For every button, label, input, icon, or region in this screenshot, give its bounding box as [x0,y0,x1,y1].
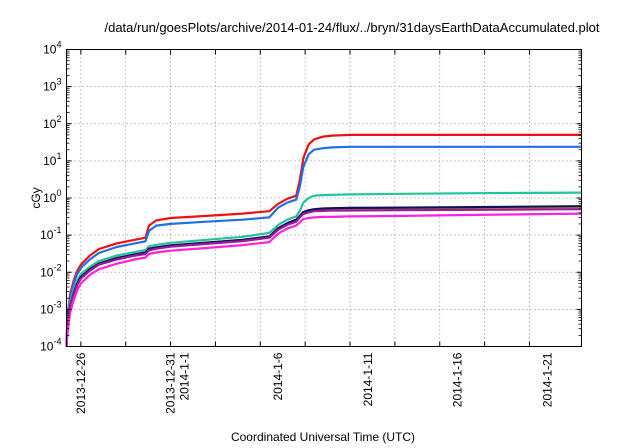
x-tick-label: 2014-1-6 [271,352,285,400]
y-tick-label: 100 [43,188,61,205]
y-tick-label: 10-2 [40,262,61,279]
x-tick-label: 2014-1-11 [361,352,375,406]
x-axis-label: Coordinated Universal Time (UTC) [231,430,415,444]
y-tick-label: 103 [43,77,61,94]
y-tick-label: 10-1 [40,225,61,242]
series-line-purple [65,208,582,347]
series-line-blue [65,145,582,347]
y-axis: 10-4 10-3 10-2 10-1 100 101 102 103 104 [40,40,582,354]
x-tick-label: 2013-12-31 [164,352,178,414]
x-axis: 2013-12-26 2013-12-31 2014-1-1 2014-1-6 2014… [74,49,554,414]
series-line-red [65,133,582,347]
y-tick-label: 10-4 [40,337,61,354]
series-group [65,133,582,347]
chart-title: /data/run/goesPlots/archive/2014-01-24/f… [104,20,599,35]
y-tick-label: 102 [43,114,61,131]
grid [66,49,582,347]
x-tick-sublabel: 2014-1-1 [178,352,192,400]
y-tick-label: 101 [43,151,61,168]
x-tick-label: 2014-1-16 [451,352,465,407]
y-tick-label: 10-3 [40,299,61,316]
series-line-olive [65,206,582,347]
series-line-magenta [65,212,582,347]
x-tick-label: 2013-12-26 [74,352,88,414]
y-tick-label: 104 [43,40,61,57]
x-tick-label: 2014-1-21 [540,352,554,407]
y-axis-label: cGy [29,187,43,208]
series-line-green [65,191,582,347]
series-line-navy [65,205,582,347]
